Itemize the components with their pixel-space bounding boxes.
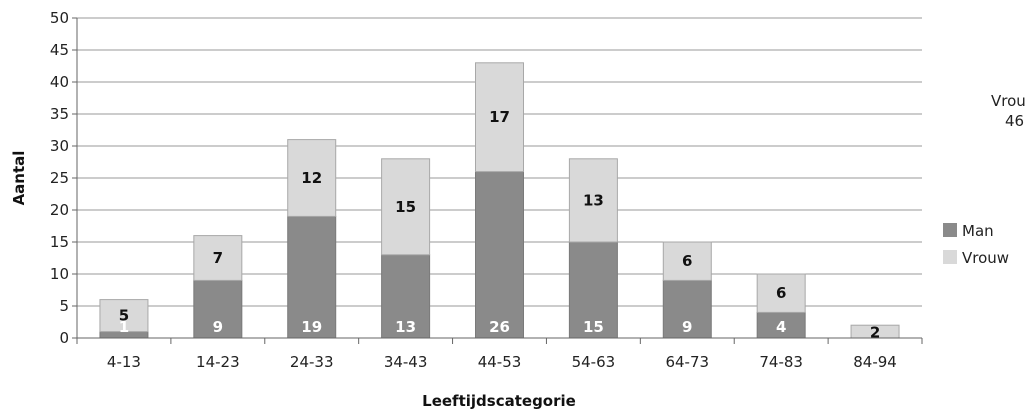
x-tick-label: 4-13 xyxy=(107,353,141,371)
data-label-man: 26 xyxy=(489,318,510,336)
x-tick-label: 44-53 xyxy=(478,353,522,371)
data-label-vrouw: 6 xyxy=(776,284,786,302)
x-tick-label: 14-23 xyxy=(196,353,240,371)
data-label-man: 13 xyxy=(395,318,416,336)
legend-label-man: Man xyxy=(962,222,994,240)
y-tick-label: 50 xyxy=(50,9,69,27)
data-label-man: 9 xyxy=(682,318,692,336)
data-label-vrouw: 2 xyxy=(870,324,880,342)
y-tick-label: 10 xyxy=(50,265,69,283)
y-tick-label: 45 xyxy=(50,41,69,59)
cropped-pie-label: Vrou 46 xyxy=(991,92,1026,130)
y-axis-title: Aantal xyxy=(10,151,28,206)
y-tick-labels: 0 5 10 15 20 25 30 35 40 45 50 xyxy=(50,9,77,347)
data-label-man: 19 xyxy=(301,318,322,336)
x-tick-label: 64-73 xyxy=(665,353,709,371)
data-label-vrouw: 6 xyxy=(682,252,692,270)
x-tick-label: 84-94 xyxy=(853,353,897,371)
data-label-vrouw: 13 xyxy=(583,191,604,209)
data-label-vrouw: 17 xyxy=(489,108,510,126)
cropped-text-line2: 46 xyxy=(1005,112,1024,130)
x-tick-label: 24-33 xyxy=(290,353,334,371)
data-label-vrouw: 15 xyxy=(395,198,416,216)
x-axis-title: Leeftijdscategorie xyxy=(422,392,576,410)
y-tick-label: 15 xyxy=(50,233,69,251)
y-tick-label: 40 xyxy=(50,73,69,91)
data-label-vrouw: 7 xyxy=(213,249,223,267)
data-label-man: 15 xyxy=(583,318,604,336)
y-tick-label: 0 xyxy=(59,329,69,347)
y-tick-label: 30 xyxy=(50,137,69,155)
x-tick-label: 74-83 xyxy=(759,353,803,371)
y-tick-label: 25 xyxy=(50,169,69,187)
legend-swatch-vrouw xyxy=(943,250,957,264)
data-label-man: 4 xyxy=(776,318,786,336)
y-tick-label: 5 xyxy=(59,297,69,315)
y-tick-label: 20 xyxy=(50,201,69,219)
legend: Man Vrouw xyxy=(943,222,1009,267)
legend-label-vrouw: Vrouw xyxy=(962,249,1009,267)
x-tick-labels: 4-13 14-23 24-33 34-43 44-53 54-63 64-73 74-83 8… xyxy=(77,338,922,371)
y-tick-label: 35 xyxy=(50,105,69,123)
x-tick-label: 34-43 xyxy=(384,353,428,371)
x-tick-label: 54-63 xyxy=(572,353,616,371)
legend-swatch-man xyxy=(943,223,957,237)
data-label-vrouw: 5 xyxy=(119,307,129,325)
data-label-man: 9 xyxy=(213,318,223,336)
bar-man xyxy=(476,172,524,338)
cropped-text-line1: Vrou xyxy=(991,92,1026,110)
data-label-vrouw: 12 xyxy=(301,169,322,187)
